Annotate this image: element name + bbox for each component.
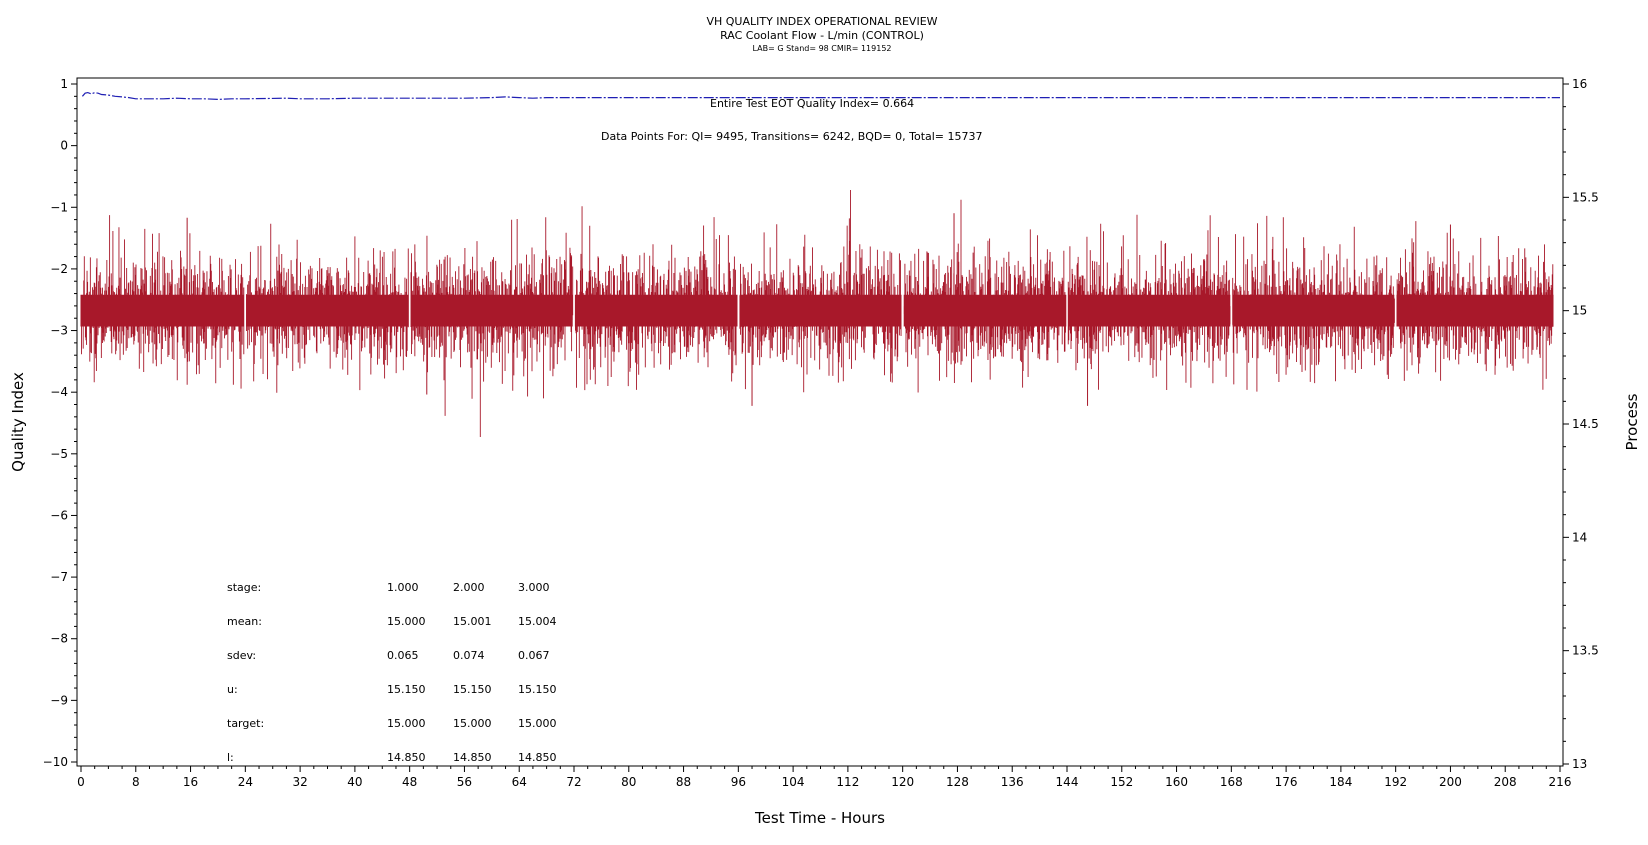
- x-tick-label: 32: [292, 775, 307, 789]
- stats-value: 15.000: [387, 615, 426, 628]
- x-tick-label: 72: [566, 775, 581, 789]
- stats-value: 2.000: [453, 581, 485, 594]
- x-tick-label: 128: [946, 775, 969, 789]
- y-tick-label: −1: [50, 200, 68, 214]
- stats-value: 14.850: [387, 751, 426, 764]
- quality-index-series: [81, 91, 1560, 101]
- x-tick-label: 24: [238, 775, 253, 789]
- chart-subtitle: RAC Coolant Flow - L/min (CONTROL): [720, 29, 924, 42]
- y-tick-label: 0: [60, 139, 68, 153]
- y-tick-label: −4: [50, 385, 68, 399]
- y-axis-title: Quality Index: [9, 372, 27, 472]
- stats-value: 15.001: [453, 615, 492, 628]
- data-points-annotation: Data Points For: QI= 9495, Transitions= …: [601, 130, 983, 143]
- plot-frame: [76, 77, 1564, 767]
- y2-tick-label: 13: [1572, 757, 1587, 771]
- process-core: [80, 294, 1554, 327]
- x-tick-label: 96: [731, 775, 746, 789]
- y-tick-label: −2: [50, 262, 68, 276]
- x-tick-label: 40: [347, 775, 362, 789]
- stats-value: 14.850: [518, 751, 557, 764]
- y2-tick-label: 13.5: [1572, 644, 1599, 658]
- stats-value: 0.065: [387, 649, 419, 662]
- stats-value: 15.150: [518, 683, 557, 696]
- process-series: [80, 190, 1554, 437]
- chart-title: VH QUALITY INDEX OPERATIONAL REVIEW: [706, 15, 937, 28]
- x-tick-label: 160: [1165, 775, 1188, 789]
- y-tick-label: −6: [50, 508, 68, 522]
- x-tick-label: 192: [1384, 775, 1407, 789]
- y-axis-left: 1 0 −1 −2 −3 −4 −5 −6 −7 −8 −9 −10: [43, 77, 77, 769]
- stats-value: 15.000: [518, 717, 557, 730]
- x-tick-label: 136: [1001, 775, 1024, 789]
- stats-label: mean:: [227, 615, 262, 628]
- y-tick-label: −8: [50, 632, 68, 646]
- stats-label: sdev:: [227, 649, 256, 662]
- x-tick-label: 104: [782, 775, 805, 789]
- stats-label: l:: [227, 751, 234, 764]
- x-tick-label: 120: [891, 775, 914, 789]
- y2-tick-label: 15.5: [1572, 190, 1599, 204]
- y-tick-label: −5: [50, 447, 68, 461]
- y-tick-label: −10: [43, 755, 68, 769]
- stats-value: 1.000: [387, 581, 419, 594]
- stats-value: 14.850: [453, 751, 492, 764]
- x-tick-label: 8: [132, 775, 140, 789]
- x-tick-label: 184: [1329, 775, 1352, 789]
- x-tick-label: 176: [1275, 775, 1298, 789]
- x-tick-label: 0: [77, 775, 85, 789]
- x-tick-label: 200: [1439, 775, 1462, 789]
- x-tick-label: 88: [676, 775, 691, 789]
- x-tick-label: 64: [512, 775, 527, 789]
- x-tick-label: 168: [1220, 775, 1243, 789]
- stats-value: 15.000: [453, 717, 492, 730]
- stats-value: 15.004: [518, 615, 557, 628]
- x-tick-label: 16: [183, 775, 198, 789]
- y2-tick-label: 14: [1572, 530, 1587, 544]
- x-axis-title: Test Time - Hours: [754, 809, 885, 827]
- y2-tick-label: 14.5: [1572, 417, 1599, 431]
- stats-label: target:: [227, 717, 264, 730]
- y-axis-right: 16 15.5 15 14.5 14 13.5 13: [1563, 77, 1599, 771]
- stats-value: 0.067: [518, 649, 550, 662]
- stats-value: 15.150: [387, 683, 426, 696]
- chart-subsubtitle: LAB= G Stand= 98 CMIR= 119152: [752, 44, 891, 53]
- y-tick-label: −9: [50, 693, 68, 707]
- x-tick-label: 56: [457, 775, 472, 789]
- y2-tick-label: 16: [1572, 77, 1587, 91]
- y2-tick-label: 15: [1572, 304, 1587, 318]
- eot-annotation: Entire Test EOT Quality Index= 0.664: [710, 97, 914, 110]
- x-tick-label: 80: [621, 775, 636, 789]
- stats-value: 15.150: [453, 683, 492, 696]
- x-tick-label: 152: [1110, 775, 1133, 789]
- stats-value: 15.000: [387, 717, 426, 730]
- y-tick-label: 1: [60, 77, 68, 91]
- x-tick-label: 112: [836, 775, 859, 789]
- stats-table: stage: 1.000 2.000 3.000 mean: 15.000 15.001 15…: [227, 581, 557, 764]
- quality-index-line: [81, 91, 1560, 101]
- y-tick-label: −3: [50, 324, 68, 338]
- y-tick-label: −7: [50, 570, 68, 584]
- x-tick-label: 208: [1494, 775, 1517, 789]
- y2-axis-title: Process: [1623, 393, 1641, 450]
- stats-value: 3.000: [518, 581, 550, 594]
- stats-label: u:: [227, 683, 238, 696]
- x-axis: 0 8 16 24 32 40 48 56 64 72 80 88 96 104 112 120 128 136 1…: [77, 766, 1571, 789]
- x-tick-label: 48: [402, 775, 417, 789]
- x-tick-label: 216: [1549, 775, 1572, 789]
- stats-label: stage:: [227, 581, 261, 594]
- x-tick-label: 144: [1056, 775, 1079, 789]
- stats-value: 0.074: [453, 649, 485, 662]
